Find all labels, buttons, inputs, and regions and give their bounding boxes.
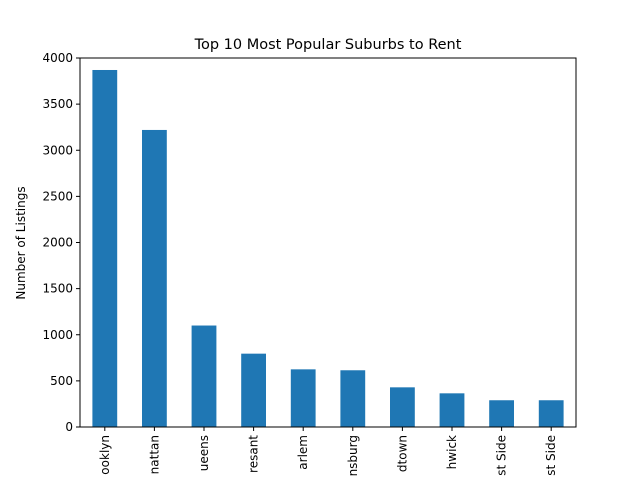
bars-group [92, 69, 564, 428]
y-axis: 0 500 1000 1500 2000 2500 3000 3500 4000 [42, 51, 80, 434]
y-tick-label: 1500 [42, 282, 73, 296]
bar [489, 400, 514, 427]
plot-frame [79, 57, 577, 428]
bar [241, 353, 266, 427]
x-axis: ooklyn nattan ueens resant arlem nsburg dtown h… [98, 427, 558, 476]
y-tick-label: 500 [50, 374, 73, 388]
y-tick-label: 2000 [42, 236, 73, 250]
x-tick-label: arlem [296, 435, 310, 470]
y-tick-label: 3500 [42, 97, 73, 111]
x-tick-label: nsburg [346, 435, 360, 476]
bar [538, 400, 564, 427]
y-axis-label: Number of Listings [14, 186, 28, 299]
bar [191, 325, 217, 427]
y-tick-label: 0 [65, 420, 73, 434]
x-tick-label: nattan [147, 435, 161, 474]
bar [142, 129, 167, 427]
bar [290, 369, 316, 427]
y-tick-label: 2500 [42, 189, 73, 203]
bar [439, 393, 465, 427]
x-tick-label: resant [247, 435, 261, 473]
y-tick-label: 3000 [42, 143, 73, 157]
y-tick-label: 1000 [42, 328, 73, 342]
x-tick-label: ueens [197, 435, 211, 471]
x-tick-label: st Side [544, 435, 558, 476]
x-tick-label: hwick [445, 435, 459, 469]
y-tick-label: 4000 [42, 51, 73, 65]
bar [92, 69, 118, 428]
bar [390, 387, 415, 427]
chart-title: Top 10 Most Popular Suburbs to Rent [194, 37, 462, 53]
bar [340, 370, 366, 427]
x-tick-label: ooklyn [98, 435, 112, 475]
x-tick-label: st Side [495, 435, 509, 476]
x-tick-label: dtown [395, 435, 409, 472]
